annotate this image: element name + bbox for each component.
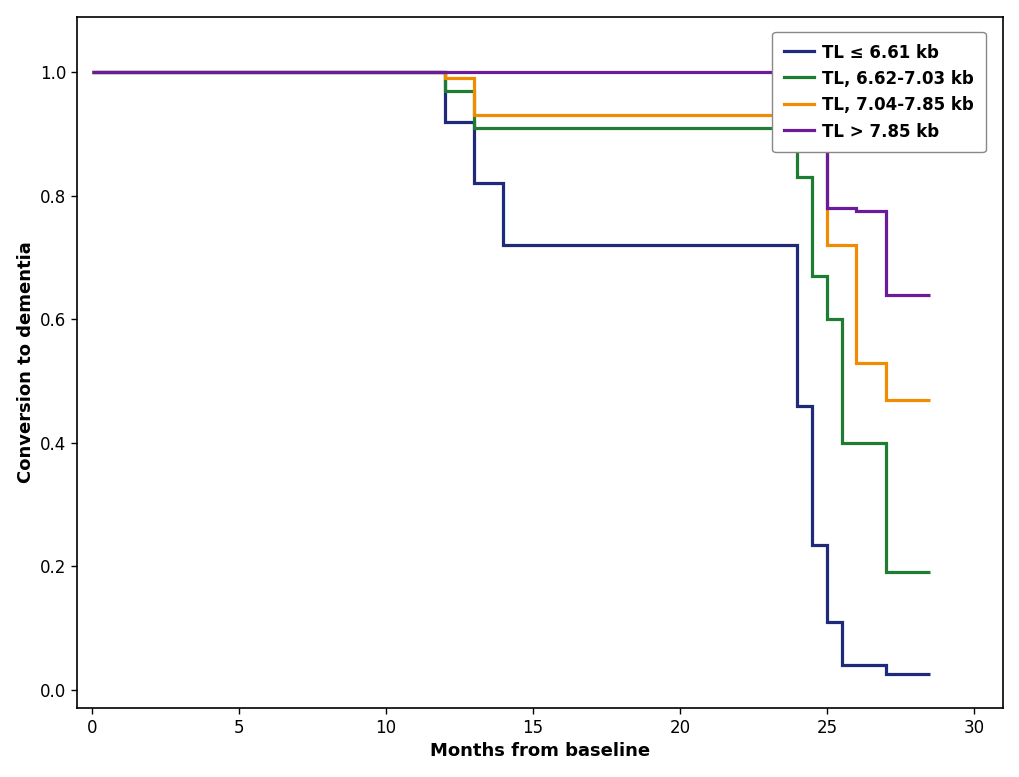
Legend: TL ≤ 6.61 kb, TL, 6.62-7.03 kb, TL, 7.04-7.85 kb, TL > 7.85 kb: TL ≤ 6.61 kb, TL, 6.62-7.03 kb, TL, 7.04… bbox=[771, 32, 984, 152]
X-axis label: Months from baseline: Months from baseline bbox=[430, 742, 649, 761]
Y-axis label: Conversion to dementia: Conversion to dementia bbox=[16, 242, 35, 483]
